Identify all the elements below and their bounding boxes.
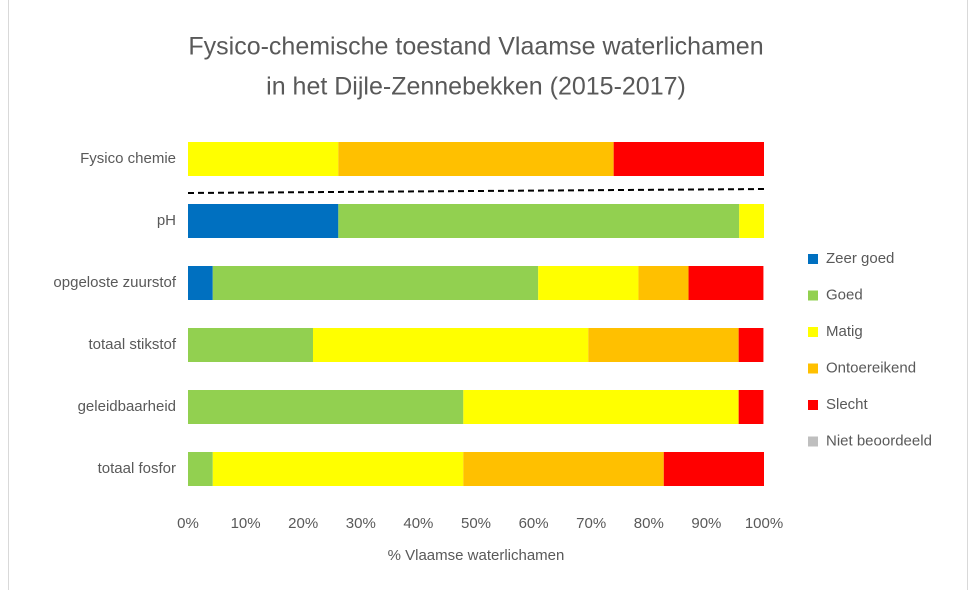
- legend-label: Ontoereikend: [826, 359, 916, 376]
- bar-segment: [188, 452, 213, 486]
- bar-segment: [212, 266, 539, 300]
- bar-segment: [739, 204, 764, 238]
- x-tick-label: 10%: [231, 515, 261, 532]
- y-tick-label: Fysico chemie: [80, 150, 176, 167]
- bar-segment: [188, 266, 213, 300]
- legend-label: Zeer goed: [826, 250, 894, 267]
- bar-segment: [188, 390, 464, 424]
- bar-segment: [538, 266, 639, 300]
- legend-label: Goed: [826, 286, 863, 303]
- bar-segment: [738, 390, 764, 424]
- bar-segment: [738, 328, 764, 362]
- x-tick-label: 70%: [576, 515, 606, 532]
- x-tick-label: 20%: [288, 515, 318, 532]
- y-tick-label: opgeloste zuurstof: [53, 274, 176, 291]
- chart-title: in het Dijle-Zennebekken (2015-2017): [266, 73, 686, 101]
- legend-swatch: [808, 363, 818, 374]
- y-tick-label: totaal fosfor: [98, 460, 176, 477]
- bar-segment: [188, 142, 339, 176]
- y-tick-label: pH: [157, 212, 176, 229]
- x-axis-label: % Vlaamse waterlichamen: [388, 547, 565, 564]
- bar-segment: [188, 328, 313, 362]
- bar-segment: [338, 204, 740, 238]
- x-tick-label: 30%: [346, 515, 376, 532]
- bar-segment: [613, 142, 764, 176]
- legend-label: Matig: [826, 323, 863, 340]
- bar-segment: [212, 452, 464, 486]
- legend-label: Slecht: [826, 396, 869, 413]
- legend-swatch: [808, 254, 818, 264]
- bar-segment: [688, 266, 764, 300]
- legend-swatch: [808, 436, 818, 447]
- legend-swatch: [808, 290, 818, 301]
- x-tick-label: 60%: [519, 515, 549, 532]
- legend-swatch: [808, 327, 818, 337]
- bar-segment: [588, 328, 739, 362]
- separator: [187, 188, 767, 194]
- x-tick-label: 40%: [403, 515, 433, 532]
- x-tick-label: 100%: [745, 515, 783, 532]
- bar-segment: [338, 142, 614, 176]
- y-tick-label: geleidbaarheid: [78, 398, 176, 415]
- x-tick-label: 50%: [461, 515, 491, 532]
- x-tick-label: 0%: [177, 515, 199, 532]
- legend-label: Niet beoordeeld: [826, 432, 932, 449]
- x-tick-label: 80%: [634, 515, 664, 532]
- x-tick-label: 90%: [691, 515, 721, 532]
- bar-segment: [312, 328, 589, 362]
- y-tick-label: totaal stikstof: [88, 336, 176, 353]
- legend-swatch: [808, 400, 818, 410]
- bar-segment: [463, 390, 739, 424]
- bar-segment: [463, 452, 664, 486]
- bar-segment: [663, 452, 764, 486]
- chart-title: Fysico-chemische toestand Vlaamse waterl…: [188, 33, 763, 61]
- bar-segment: [638, 266, 689, 300]
- bar-segment: [188, 204, 339, 238]
